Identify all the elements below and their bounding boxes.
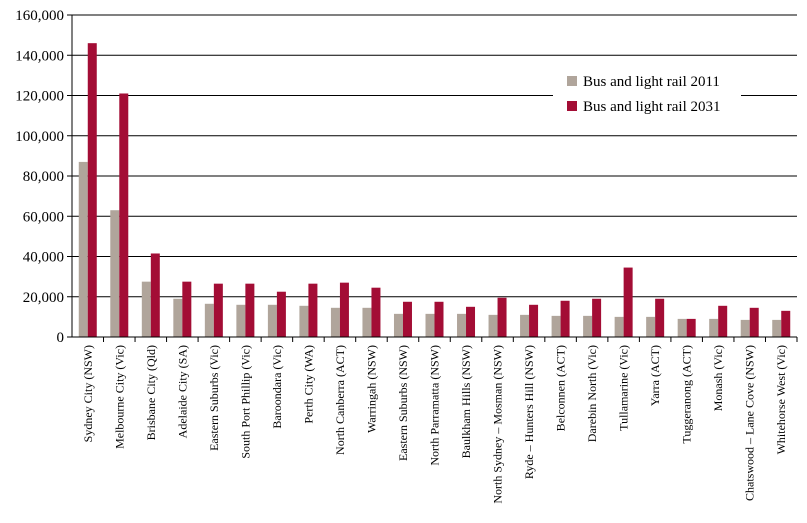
x-tick-label: Tuggeranong (ACT) — [680, 345, 694, 444]
bar-2031 — [119, 93, 129, 337]
bar-2031 — [402, 301, 412, 337]
bars — [78, 43, 791, 338]
bar-2031 — [276, 291, 286, 337]
y-tick-label: 60,000 — [23, 209, 64, 225]
bar-2031 — [466, 306, 476, 337]
bar-2011 — [236, 304, 246, 337]
bar-2011 — [551, 315, 561, 337]
x-tick-label: Baulkham Hills (NSW) — [459, 345, 473, 458]
bar-2031 — [150, 253, 160, 337]
x-tick-label: Baroondara (Vic) — [270, 345, 284, 429]
x-tick-label: Perth City (WA) — [301, 345, 315, 424]
x-tick-label: Chatswood – Lane Cove (NSW) — [743, 345, 757, 501]
bar-2011 — [677, 318, 687, 337]
y-tick-label: 140,000 — [15, 48, 64, 64]
x-tick-label: Brisbane City (Qld) — [144, 345, 158, 440]
x-tick-label: Sydney City (NSW) — [81, 345, 95, 442]
bar-2011 — [646, 316, 656, 337]
bar-2011 — [457, 313, 467, 337]
x-tick-label: Warringah (NSW) — [364, 345, 378, 433]
bar-2011 — [299, 305, 309, 337]
bar-2011 — [772, 319, 782, 337]
bar-2011 — [110, 210, 120, 337]
bar-2011 — [141, 281, 151, 337]
legend-label-2031: Bus and light rail 2031 — [583, 99, 721, 115]
bar-2011 — [267, 304, 277, 337]
bar-2031 — [434, 301, 444, 337]
bar-2031 — [371, 287, 381, 337]
y-tick-label: 160,000 — [15, 8, 64, 24]
y-tick-label: 120,000 — [15, 89, 64, 105]
x-tick-label: Eastern Suburbs (NSW) — [396, 345, 410, 461]
x-tick-label: North Sydney – Mosman (NSW) — [491, 345, 505, 504]
bar-2011 — [425, 313, 435, 337]
bar-2011 — [583, 315, 593, 337]
bar-2011 — [173, 298, 183, 337]
y-tick-label: 0 — [57, 330, 65, 346]
bar-2031 — [308, 283, 318, 337]
x-tick-label: Yarra (ACT) — [648, 345, 662, 406]
bar-2031 — [623, 267, 633, 337]
legend-swatch-2011 — [567, 76, 577, 86]
x-tick-label: Ryde – Hunters Hill (NSW) — [522, 345, 536, 479]
x-tick-label: Tullamarine (Vic) — [617, 345, 631, 431]
bar-2031 — [592, 298, 602, 337]
bar-2011 — [78, 161, 88, 337]
gridlines — [72, 14, 797, 298]
bar-2031 — [87, 43, 97, 338]
bar-2031 — [718, 305, 728, 337]
bar-2011 — [362, 307, 372, 337]
bar-2011 — [330, 307, 340, 337]
y-tick-label: 100,000 — [15, 129, 64, 145]
y-tick-label: 40,000 — [23, 250, 64, 266]
x-tick-label: Belconnen (ACT) — [554, 345, 568, 431]
bar-2031 — [781, 310, 791, 337]
x-tick-label: Adelaide City (SA) — [175, 345, 189, 438]
bar-2031 — [686, 318, 696, 337]
bar-2031 — [529, 304, 539, 337]
y-tick-labels: 0 20,000 40,000 60,000 80,000 100,000 120,000 1… — [15, 8, 64, 346]
bar-2031 — [497, 297, 507, 337]
bar-2031 — [655, 298, 665, 337]
bar-2011 — [614, 316, 624, 337]
x-tick-label: Whitehorse West (Vic) — [774, 345, 788, 454]
x-tick-label: North Canberra (ACT) — [333, 345, 347, 455]
y-tick-label: 20,000 — [23, 290, 64, 306]
bar-2031 — [749, 307, 759, 337]
bar-2031 — [213, 283, 223, 337]
bar-2011 — [740, 319, 750, 337]
bar-2031 — [560, 300, 570, 337]
y-tick-label: 80,000 — [23, 169, 64, 185]
x-tick-labels: Sydney City (NSW) Melbourne City (Vic) Bri… — [81, 345, 788, 504]
bar-2011 — [709, 318, 719, 337]
legend-label-2011: Bus and light rail 2011 — [583, 74, 720, 90]
x-tick-label: Darebin North (Vic) — [585, 345, 599, 442]
bar-2031 — [339, 282, 349, 337]
axes — [67, 14, 798, 342]
x-tick-label: North Parramatta (NSW) — [428, 345, 442, 466]
bar-2011 — [520, 314, 530, 337]
legend-box — [553, 62, 741, 124]
bar-2011 — [488, 314, 498, 337]
bar-2011 — [393, 313, 403, 337]
legend: Bus and light rail 2011 Bus and light ra… — [553, 62, 741, 124]
x-tick-label: Monash (Vic) — [711, 345, 725, 411]
bar-2011 — [204, 303, 214, 337]
legend-swatch-2031 — [567, 101, 577, 111]
bar-2031 — [182, 281, 192, 337]
bar-2031 — [245, 283, 255, 337]
x-tick-label: Melbourne City (Vic) — [112, 345, 126, 449]
x-tick-label: South Port Phillip (Vic) — [238, 345, 252, 459]
x-tick-label: Eastern Suburbs (Vic) — [207, 345, 221, 451]
